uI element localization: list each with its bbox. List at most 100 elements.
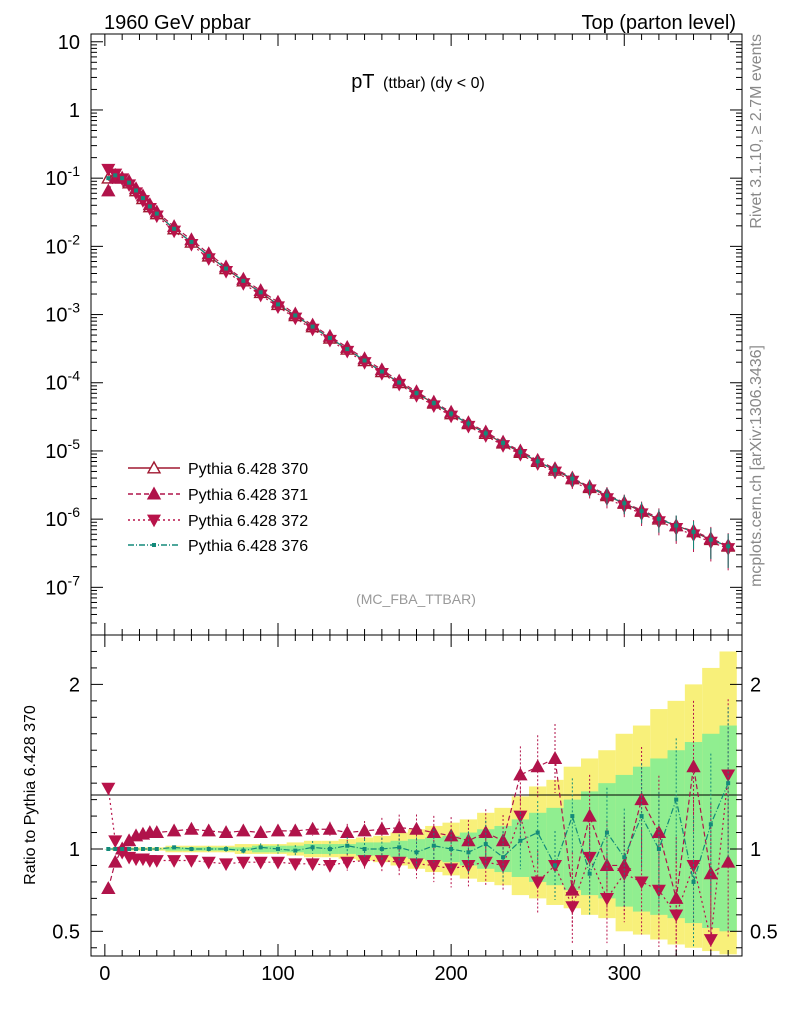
analysis-tag: (MC_FBA_TTBAR): [356, 591, 476, 607]
ratio-x-tick-label: 100: [261, 963, 294, 985]
ratio-band-green: [546, 807, 564, 886]
ratio-point-371: [253, 825, 268, 839]
ratio-point-376: [134, 847, 139, 851]
ratio-point-376: [518, 838, 523, 843]
main-point-376: [570, 476, 575, 481]
main-point-376: [691, 529, 696, 534]
main-point-376: [466, 421, 471, 426]
ratio-point-372: [253, 856, 268, 870]
main-point-376: [501, 440, 506, 445]
ratio-point-372: [236, 856, 251, 870]
ratio-point-372: [108, 835, 123, 849]
ratio-point-372: [270, 856, 286, 870]
main-point-372: [357, 357, 372, 370]
ratio-point-372: [184, 855, 199, 868]
legend: Pythia 6.428 370 Pythia 6.428 371 Pythia 6…: [128, 460, 308, 555]
ratio-point-376: [466, 850, 471, 855]
ratio-point-376: [449, 847, 454, 851]
ratio-point-376: [535, 830, 540, 835]
main-point-376: [134, 188, 139, 193]
ratio-point-376: [483, 842, 488, 847]
main-point-376: [154, 211, 159, 216]
ratio-band-green: [511, 819, 530, 877]
ratio-point-376: [501, 855, 506, 860]
main-point-376: [327, 335, 332, 340]
ratio-x-tick-label: 200: [434, 963, 467, 985]
ratio-band-green: [563, 799, 581, 891]
ratio-point-376: [258, 845, 263, 850]
legend-label: Pythia 6.428 376: [188, 538, 308, 555]
ratio-point-371: [201, 823, 216, 837]
ratio-point-372: [288, 858, 303, 872]
main-y-tick-label: 10-6: [45, 504, 80, 531]
ratio-point-372: [565, 901, 580, 914]
ratio-x-tick-label: 0: [99, 963, 110, 985]
ratio-point-371: [288, 823, 303, 837]
ratio-point-376: [154, 847, 159, 851]
main-point-376: [310, 324, 315, 329]
ratio-point-376: [691, 879, 696, 884]
legend-marker-371: [146, 486, 162, 500]
main-point-376: [120, 176, 125, 181]
main-point-372: [409, 390, 424, 403]
tick-base: 10: [45, 441, 67, 463]
ratio-y-tick-label: 0.5: [52, 921, 80, 943]
ratio-band-green: [153, 849, 166, 850]
main-point-376: [275, 302, 280, 307]
tick-base: 10: [45, 577, 67, 599]
ratio-point-376: [127, 847, 132, 851]
ratio-point-376: [241, 848, 246, 853]
ratio-point-376: [310, 845, 315, 850]
main-point-376: [224, 266, 229, 271]
legend-label: Pythia 6.428 371: [188, 487, 308, 504]
ratio-point-371: [101, 881, 116, 895]
ratio-point-371: [270, 823, 286, 837]
main-point-376: [397, 380, 402, 385]
main-point-372: [128, 187, 144, 201]
ratio-point-371: [108, 854, 123, 868]
ratio-y-tick-label: 1: [69, 839, 80, 861]
ratio-point-371: [513, 767, 528, 781]
ratio-point-372: [149, 855, 164, 868]
ratio-point-376: [140, 847, 145, 851]
main-point-372: [270, 301, 286, 315]
ratio-point-372: [392, 856, 407, 870]
ratio-point-376: [397, 845, 402, 850]
main-point-376: [147, 204, 152, 209]
main-point-376: [414, 391, 419, 396]
ratio-point-376: [275, 847, 280, 851]
ratio-point-371: [184, 821, 199, 835]
ratio-point-372: [599, 892, 614, 906]
main-y-tick-label: 10-7: [45, 572, 80, 599]
ratio-point-376: [553, 863, 558, 868]
ratio-point-371: [166, 823, 182, 837]
main-y-tick-label: 10-3: [45, 300, 80, 327]
ratio-band-green: [667, 750, 685, 919]
ratio-point-372: [530, 876, 545, 890]
main-point-376: [379, 369, 384, 374]
ratio-ylabel: Ratio to Pythia 6.428 370: [22, 705, 39, 885]
main-point-376: [140, 196, 145, 201]
main-point-376: [189, 239, 194, 244]
ratio-x-tick-label: 300: [608, 963, 641, 985]
ratio-point-376: [639, 814, 644, 819]
main-point-372: [305, 323, 320, 337]
tick-base: 10: [45, 373, 67, 395]
tick-base: 10: [45, 236, 67, 258]
legend-label: Pythia 6.428 372: [188, 513, 308, 530]
main-point-372: [122, 179, 137, 193]
plot-title-main: pT: [351, 71, 374, 93]
ratio-point-376: [189, 847, 194, 851]
ratio-point-372: [201, 856, 216, 870]
main-point-372: [149, 210, 164, 224]
ratio-point-376: [293, 848, 298, 853]
ratio-point-371: [305, 821, 320, 835]
tick-exponent: -3: [68, 300, 81, 316]
ratio-point-376: [431, 843, 436, 848]
main-point-372: [340, 345, 355, 359]
ratio-point-372: [703, 934, 718, 947]
main-point-376: [674, 523, 679, 528]
main-point-376: [639, 509, 644, 514]
main-point-376: [587, 485, 592, 490]
